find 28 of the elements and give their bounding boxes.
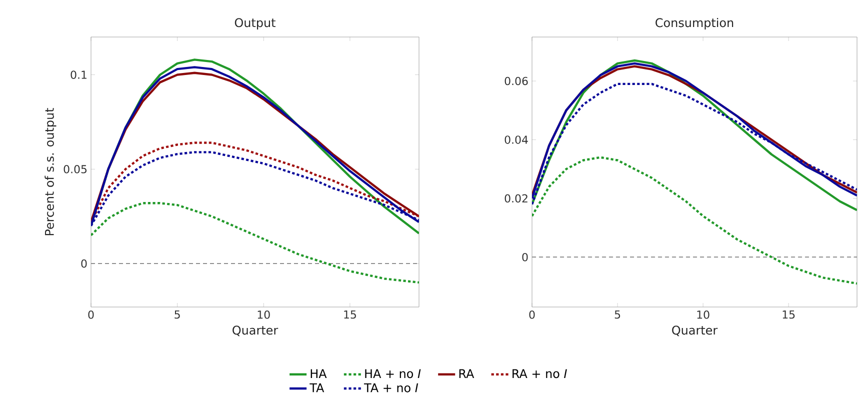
x-axis-title: Quarter: [232, 326, 278, 336]
x-tick-label: 15: [782, 310, 795, 319]
legend-label: TA: [310, 383, 324, 392]
line-series: [91, 142, 420, 224]
chart-title: Consumption: [656, 18, 734, 30]
x-tick-label: 0: [529, 310, 535, 319]
y-tick-label: 0: [522, 252, 528, 262]
x-axis-title: Quarter: [672, 326, 718, 336]
y-tick-label: 0.05: [64, 165, 87, 174]
legend-label: HA: [310, 369, 327, 378]
x-tick-label: 15: [344, 310, 356, 319]
legend-label: TA + no I: [364, 383, 418, 392]
x-tick-label: 10: [697, 310, 710, 319]
y-tick-label: 0.06: [504, 76, 528, 86]
legend-label: RA: [459, 369, 474, 378]
x-tick-label: 5: [614, 310, 620, 319]
line-series: [91, 202, 420, 284]
legend-label: HA + no I: [365, 369, 421, 378]
chart-title: Output: [234, 18, 276, 30]
y-tick-label: 0.04: [504, 136, 528, 144]
x-tick-label: 5: [174, 310, 180, 319]
x-tick-label: 10: [258, 310, 270, 319]
y-tick-label: 0.02: [504, 194, 528, 203]
x-tick-label: 0: [88, 310, 94, 319]
y-tick-label: 0: [81, 259, 87, 268]
y-tick-label: 0.1: [70, 70, 86, 79]
legend-label: RA + no I: [512, 369, 567, 378]
y-axis-title: Percent of s.s. output: [44, 108, 56, 236]
